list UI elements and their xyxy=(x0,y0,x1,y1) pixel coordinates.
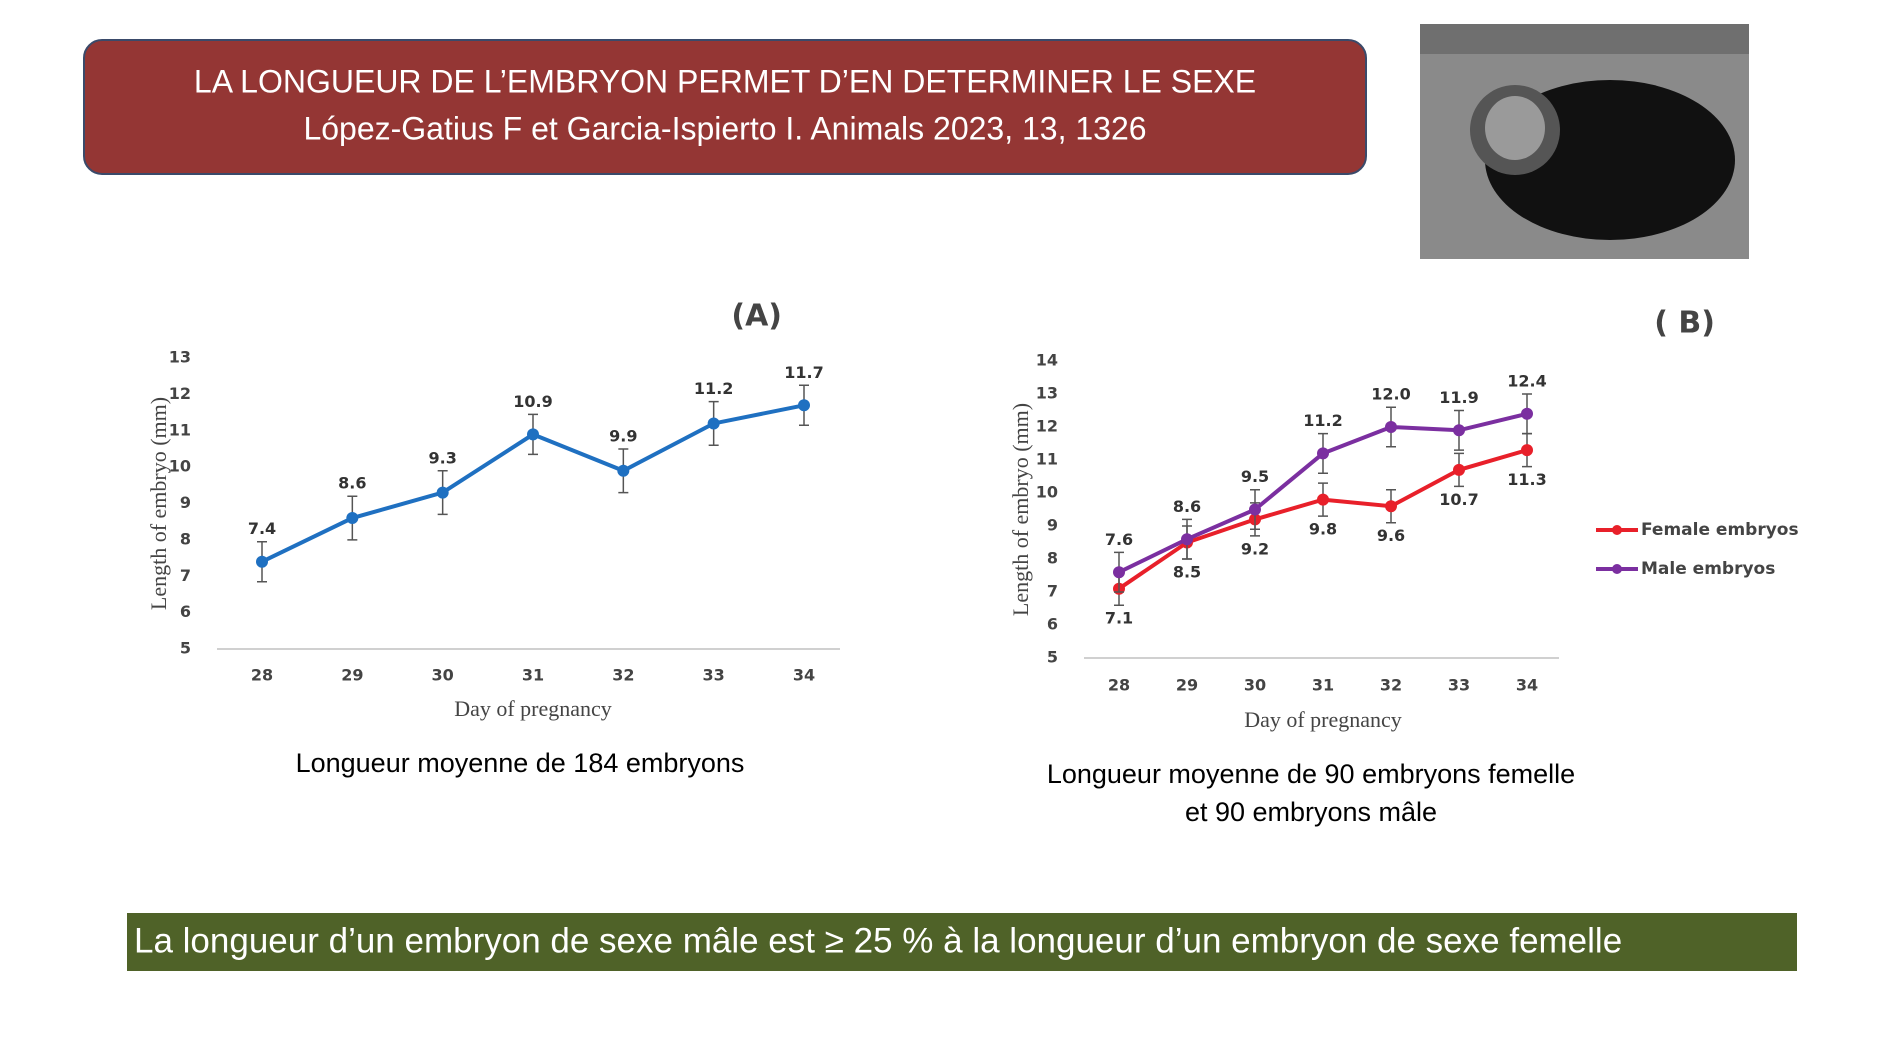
data-point xyxy=(1385,421,1397,433)
x-tick-label: 32 xyxy=(1380,676,1402,695)
data-point xyxy=(1113,566,1125,579)
x-tick-label: 34 xyxy=(1516,676,1538,695)
data-point xyxy=(256,555,268,568)
x-tick-label: 33 xyxy=(1448,676,1470,695)
data-point xyxy=(1181,533,1193,546)
value-label: 12.0 xyxy=(1371,385,1410,404)
y-tick-label: 8 xyxy=(180,529,191,548)
y-tick-label: 12 xyxy=(1036,417,1058,436)
value-label: 10.9 xyxy=(513,392,552,411)
value-label: 9.3 xyxy=(428,448,456,467)
value-label: 11.2 xyxy=(1303,411,1342,430)
y-tick-label: 6 xyxy=(180,602,191,621)
y-tick-label: 14 xyxy=(1036,351,1058,370)
chart-title: ( B) xyxy=(1654,306,1715,341)
header-title: LA LONGUEUR DE L’EMBRYON PERMET D’EN DET… xyxy=(194,63,1256,99)
value-label: 8.6 xyxy=(1173,497,1201,516)
value-label: 8.6 xyxy=(338,474,366,493)
data-point xyxy=(617,464,630,477)
value-label: 11.2 xyxy=(694,379,733,398)
data-point xyxy=(1453,424,1465,437)
data-point xyxy=(707,417,720,430)
data-point xyxy=(1249,503,1261,516)
x-tick-label: 32 xyxy=(612,666,634,685)
y-tick-label: 11 xyxy=(169,420,191,439)
x-tick-label: 33 xyxy=(703,666,725,685)
y-tick-label: 7 xyxy=(1047,582,1058,601)
legend-marker xyxy=(1612,564,1622,574)
y-tick-label: 13 xyxy=(169,348,191,367)
value-label: 7.1 xyxy=(1105,609,1133,628)
value-label: 7.4 xyxy=(248,519,276,538)
x-axis-label: Day of pregnancy xyxy=(454,696,612,721)
caption: et 90 embryons mâle xyxy=(1185,797,1437,827)
x-tick-label: 34 xyxy=(793,666,815,685)
y-tick-label: 13 xyxy=(1036,384,1058,403)
data-point xyxy=(346,512,359,525)
data-point xyxy=(798,399,810,412)
y-axis-label: Length of embryo (mm) xyxy=(1008,403,1033,616)
header-box xyxy=(83,39,1367,175)
x-tick-label: 30 xyxy=(1244,676,1266,695)
chart-title: (A) xyxy=(731,299,782,334)
data-point xyxy=(1317,493,1329,506)
y-tick-label: 5 xyxy=(180,639,191,658)
x-tick-label: 28 xyxy=(1108,676,1130,695)
value-label: 9.2 xyxy=(1241,539,1269,558)
y-tick-label: 10 xyxy=(1036,483,1058,502)
ultrasound-image xyxy=(1420,24,1749,259)
caption: Longueur moyenne de 184 embryons xyxy=(296,748,745,778)
x-tick-label: 31 xyxy=(1312,676,1334,695)
y-tick-label: 10 xyxy=(169,457,191,476)
value-label: 9.9 xyxy=(609,426,637,445)
data-point xyxy=(436,486,449,499)
value-label: 10.7 xyxy=(1439,490,1478,509)
data-point xyxy=(527,428,539,441)
x-axis-label: Day of pregnancy xyxy=(1244,707,1402,732)
value-label: 7.6 xyxy=(1105,530,1133,549)
legend-marker xyxy=(1612,525,1622,535)
y-tick-label: 9 xyxy=(180,493,191,512)
conclusion-banner xyxy=(127,913,1797,971)
value-label: 12.4 xyxy=(1507,372,1546,391)
x-tick-label: 28 xyxy=(251,666,273,685)
value-label: 11.7 xyxy=(784,363,823,382)
conclusion: La longueur d’un embryon de sexe mâle es… xyxy=(134,921,1622,960)
x-tick-label: 30 xyxy=(432,666,454,685)
y-tick-label: 6 xyxy=(1047,615,1058,634)
data-point xyxy=(1521,444,1533,457)
value-label: 9.8 xyxy=(1309,520,1337,539)
data-point xyxy=(1521,407,1533,420)
caption: Longueur moyenne de 90 embryons femelle xyxy=(1047,759,1575,789)
x-tick-label: 31 xyxy=(522,666,544,685)
y-tick-label: 12 xyxy=(169,384,191,403)
value-label: 9.5 xyxy=(1241,467,1269,486)
legend-label: Male embryos xyxy=(1641,559,1775,579)
x-tick-label: 29 xyxy=(341,666,363,685)
y-axis-label: Length of embryo (mm) xyxy=(146,397,171,610)
value-label: 11.9 xyxy=(1439,388,1478,407)
x-tick-label: 29 xyxy=(1176,676,1198,695)
data-point xyxy=(1385,500,1397,513)
y-tick-label: 5 xyxy=(1047,648,1058,667)
header-subtitle: López-Gatius F et Garcia-Ispierto I. Ani… xyxy=(303,110,1146,146)
y-tick-label: 9 xyxy=(1047,516,1058,535)
y-tick-label: 8 xyxy=(1047,549,1058,568)
data-point xyxy=(1317,447,1329,460)
y-tick-label: 7 xyxy=(180,566,191,585)
data-point xyxy=(1453,463,1465,476)
value-label: 11.3 xyxy=(1507,470,1546,489)
value-label: 9.6 xyxy=(1377,526,1405,545)
legend-label: Female embryos xyxy=(1641,520,1799,540)
y-tick-label: 11 xyxy=(1036,450,1058,469)
value-label: 8.5 xyxy=(1173,563,1201,582)
